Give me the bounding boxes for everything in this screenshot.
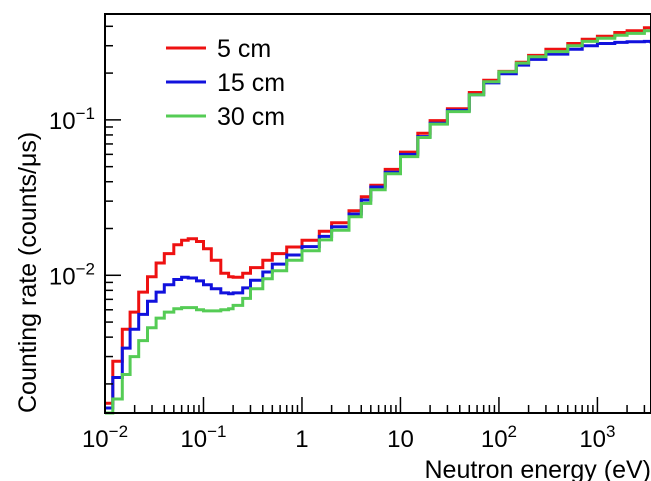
x-tick-label: 1 [295, 426, 308, 453]
x-tick-label: 10 [387, 426, 414, 453]
legend-label-1: 5 cm [217, 35, 271, 63]
x-tick-label: 10−1 [180, 422, 226, 453]
x-axis-title: Neutron energy (eV) [424, 456, 651, 481]
series-line-1 [105, 26, 651, 405]
series-line-3 [105, 29, 651, 415]
legend: 5 cm 15 cm 30 cm [166, 35, 285, 131]
y-axis: 10−2 10−1 [49, 25, 121, 385]
x-tick-label: 102 [481, 422, 517, 453]
plot-frame [104, 13, 651, 414]
y-tick-label: 10−1 [49, 104, 95, 135]
y-tick-label: 10−2 [49, 259, 95, 290]
x-tick-label: 10−2 [82, 422, 128, 453]
x-tick-label: 103 [579, 422, 615, 453]
y-axis-title: Counting rate (counts/μs) [14, 132, 42, 413]
series-layer [105, 26, 651, 415]
legend-label-2: 15 cm [217, 69, 285, 97]
series-line-2 [105, 39, 651, 410]
x-axis: 10−2 10−1 1 10 102 103 [82, 397, 646, 453]
legend-label-3: 30 cm [217, 103, 285, 131]
